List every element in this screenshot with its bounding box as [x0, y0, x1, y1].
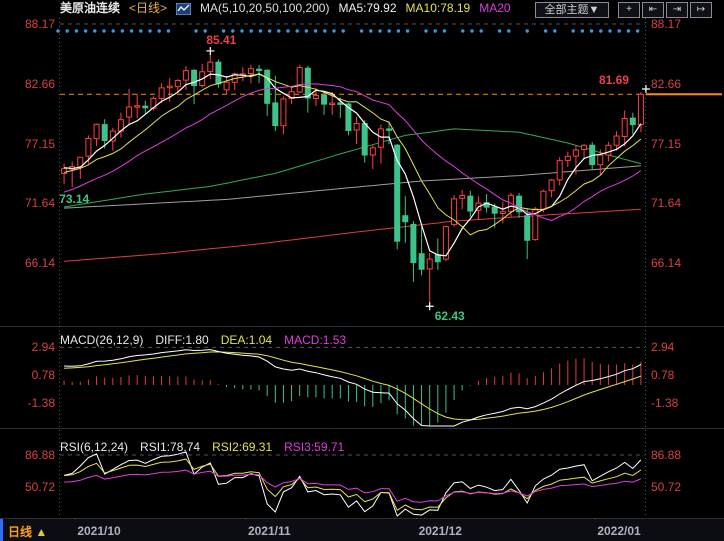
macd-diff-label: DIFF:1.80 [155, 333, 209, 347]
triangle-up-icon: ▲ [35, 525, 48, 539]
resize-handle[interactable] [0, 519, 3, 541]
ma5-value-label: MA5:79.92 [338, 1, 397, 15]
macd-panel-header: MACD(26,12,9) DIFF:1.80 DEA:1.04 MACD:1.… [60, 333, 346, 347]
macd-bar-label: MACD:1.53 [284, 333, 347, 347]
macd-dea-label: DEA:1.04 [220, 333, 273, 347]
rsi-title: RSI(6,12,24) [60, 440, 129, 454]
kline-icon[interactable] [175, 2, 192, 15]
x-axis-bar [0, 519, 724, 541]
ma20-value-label: MA20 [479, 1, 511, 15]
crosshair-icon[interactable]: + [618, 2, 640, 18]
macd-title: MACD(26,12,9) [60, 333, 144, 347]
rsi2-label: RSI2:69.31 [212, 440, 273, 454]
period-tag[interactable]: <日线> [129, 1, 168, 15]
period-selector-label: 日线 [8, 525, 33, 539]
rsi-panel-header: RSI(6,12,24) RSI1:78.74 RSI2:69.31 RSI3:… [60, 440, 344, 454]
ma-formula-label: MA(5,10,20,50,100,200) [200, 1, 330, 15]
pan-right-icon[interactable]: ↦ [690, 2, 712, 18]
zoom-in-icon[interactable]: ⇥ [666, 2, 688, 18]
rsi3-label: RSI3:59.71 [284, 440, 345, 454]
symbol-name[interactable]: 美原油连续 [60, 1, 121, 15]
ma10-value-label: MA10:78.19 [405, 1, 471, 15]
rsi1-label: RSI1:78.74 [140, 440, 201, 454]
period-selector-button[interactable]: 日线 ▲ [8, 523, 47, 540]
zoom-out-icon[interactable]: ⇤ [642, 2, 664, 18]
theme-dropdown-button[interactable]: 全部主题▼ [535, 2, 609, 18]
chart-header: 美原油连续 <日线> MA(5,10,20,50,100,200) MA5:79.… [60, 1, 511, 16]
